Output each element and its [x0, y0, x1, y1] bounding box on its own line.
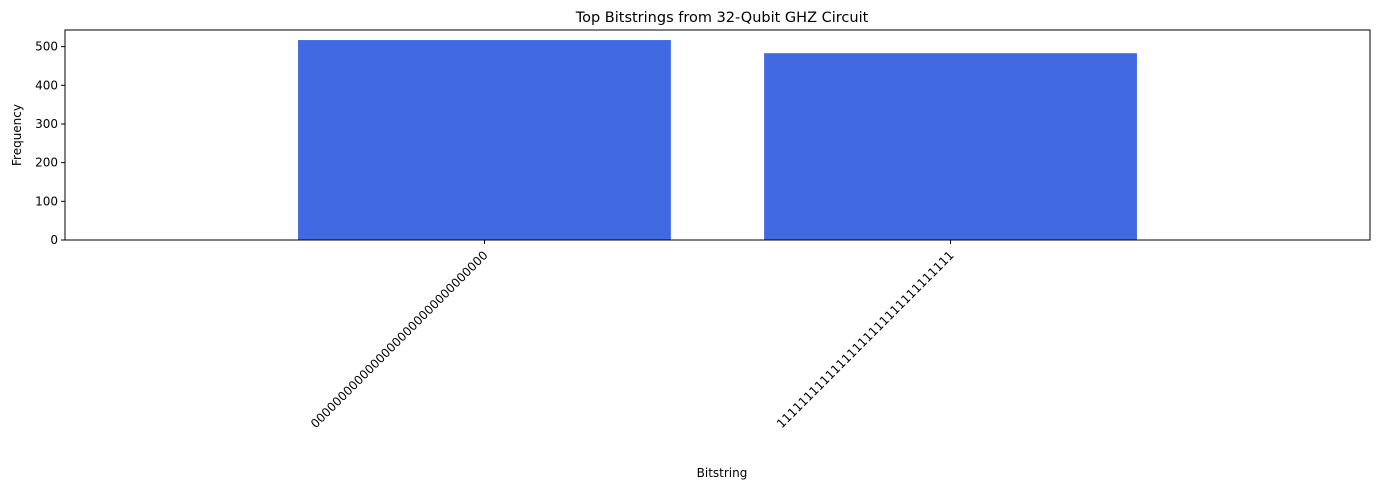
bars [298, 40, 1137, 240]
bar-1 [764, 53, 1137, 240]
plot-frame [64, 29, 1371, 241]
y-tick-label-5: 500 [35, 40, 58, 54]
y-tick-label-3: 300 [35, 117, 58, 131]
y-axis: 0 100 200 300 400 500 [35, 40, 65, 247]
x-tick-label-1: 11111111111111111111111111111111 [774, 248, 957, 431]
x-axis: 00000000000000000000000000000000 11111111… [308, 240, 957, 431]
x-axis-label: Bitstring [697, 466, 748, 480]
x-tick-label-0: 00000000000000000000000000000000 [308, 248, 491, 431]
y-tick-label-0: 0 [50, 233, 58, 247]
y-axis-label: Frequency [10, 104, 24, 166]
y-tick-label-4: 400 [35, 78, 58, 92]
y-tick-label-2: 200 [35, 156, 58, 170]
bar-0 [298, 40, 671, 240]
y-tick-label-1: 100 [35, 194, 58, 208]
chart-title: Top Bitstrings from 32-Qubit GHZ Circuit [575, 10, 869, 26]
